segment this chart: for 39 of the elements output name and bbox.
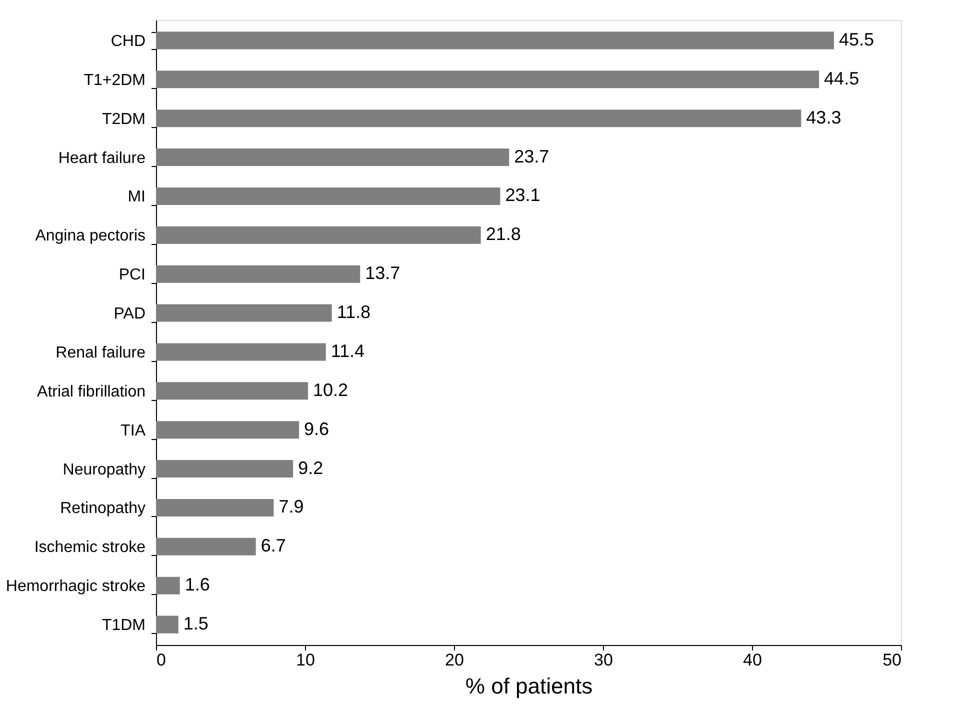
y-tick-label: Hemorrhagic stroke (6, 578, 146, 596)
y-tick-label: TIA (120, 422, 146, 440)
x-tick-label: 20 (445, 650, 464, 670)
data-label: 1.5 (183, 614, 208, 634)
data-label: 23.1 (505, 185, 540, 206)
data-label: 1.6 (184, 574, 210, 595)
x-axis-title: % of patients (465, 674, 593, 698)
y-tick-label: PAD (114, 306, 146, 323)
y-tick-label: Ischemic stroke (34, 539, 146, 556)
data-label: 21.8 (486, 224, 521, 244)
y-tick-label: T2DM (102, 110, 146, 128)
y-tick-label: Renal failure (56, 344, 146, 362)
data-label: 9.6 (304, 418, 330, 439)
data-label: 10.2 (312, 380, 348, 400)
x-tick-label: 50 (882, 650, 902, 670)
y-tick-label: PCI (118, 266, 146, 284)
y-tick-label: T1+2DM (84, 72, 146, 89)
x-tick-label: 10 (296, 650, 315, 670)
data-label: 43.3 (806, 107, 842, 128)
data-label: 23.7 (514, 146, 550, 166)
data-label: 9.2 (298, 458, 324, 478)
x-tick-label: 0 (156, 650, 166, 670)
data-label: 13.7 (365, 263, 400, 284)
data-label: 45.5 (838, 29, 874, 50)
data-label: 44.5 (824, 68, 860, 88)
y-tick-label: T1DM (102, 617, 146, 634)
y-tick-label: CHD (110, 32, 146, 50)
y-tick-label: MI (128, 188, 146, 206)
data-label: 11.8 (336, 302, 371, 322)
data-label: 7.9 (278, 496, 304, 517)
y-tick-label: Heart failure (58, 150, 146, 167)
y-tick-label: Neuropathy (62, 461, 146, 478)
y-tick-label: Atrial fibrillation (37, 383, 146, 400)
y-tick-label: Angina pectoris (35, 228, 146, 245)
data-label: 6.7 (260, 536, 286, 556)
y-tick-label: Retinopathy (60, 500, 146, 518)
x-tick-label: 40 (743, 650, 762, 670)
x-tick-label: 30 (594, 650, 613, 670)
data-label: 11.4 (330, 340, 365, 361)
